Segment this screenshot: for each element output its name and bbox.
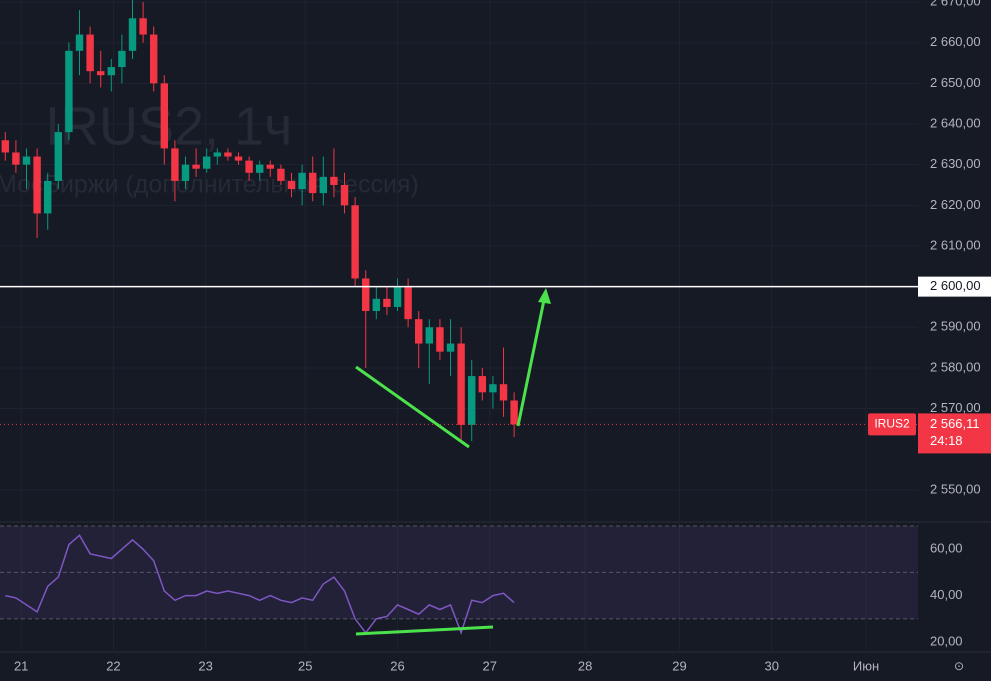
price-level-box: [918, 276, 991, 297]
watermark: IRUS2, 1ч: [45, 96, 292, 156]
trend-line: [355, 365, 470, 449]
candle-body: [415, 319, 423, 344]
candle-body: [309, 172, 317, 194]
x-tick-label: Июн: [853, 658, 879, 673]
y-tick-label: 2 590,00: [930, 319, 981, 334]
candle-body: [457, 343, 465, 425]
candle-body: [277, 168, 285, 181]
x-tick-label: 30: [764, 658, 778, 673]
rsi-trend-line: [355, 625, 494, 636]
watermark-subtitle: МосБиржи (дополнительная сессия): [0, 171, 419, 199]
y-tick-label: 20,00: [930, 633, 963, 648]
candle-body: [139, 18, 147, 35]
candle-body: [298, 172, 306, 190]
candle-body: [86, 34, 94, 72]
candle-body: [266, 164, 275, 169]
candle-body: [181, 164, 190, 181]
candle-body: [234, 156, 243, 161]
candle-body: [446, 343, 455, 352]
candle-body: [96, 71, 105, 76]
x-tick-label: 25: [298, 658, 312, 673]
symbol-box: [868, 413, 916, 436]
candle-body: [213, 152, 222, 157]
countdown: 24:18: [930, 433, 963, 448]
candle-body: [224, 152, 232, 157]
candle-body: [319, 176, 328, 194]
candle-body: [436, 327, 444, 352]
settings-icon[interactable]: ⊙: [954, 659, 964, 673]
candle-body: [478, 376, 487, 393]
drawings: [355, 288, 551, 636]
candle-body: [128, 18, 137, 51]
candle-body: [1, 140, 10, 153]
x-tick-label: 22: [106, 658, 120, 673]
candle-body: [54, 132, 63, 181]
candle-body: [149, 34, 158, 84]
candle-body: [372, 298, 381, 312]
candle-body: [43, 180, 52, 214]
arrow-head: [538, 288, 551, 304]
y-tick-label: 2 550,00: [930, 481, 981, 496]
rsi-line: [5, 534, 515, 636]
candle-body: [393, 286, 402, 307]
y-tick-label: 2 610,00: [930, 237, 981, 252]
x-tick-label: 23: [198, 658, 212, 673]
candle-body: [160, 83, 169, 149]
candle-body: [202, 156, 211, 169]
x-tick-label: 21: [14, 658, 28, 673]
x-tick-label: 27: [483, 658, 497, 673]
candle-body: [425, 327, 434, 344]
y-tick-label: 2 660,00: [930, 34, 981, 49]
candle-body: [75, 34, 84, 51]
candle-body: [287, 180, 296, 190]
candle-body: [489, 384, 497, 393]
symbol-label: IRUS2: [874, 417, 910, 431]
y-tick-label: 2 630,00: [930, 156, 981, 171]
candle-body: [192, 164, 200, 169]
price-level-label: 2 600,00: [930, 278, 981, 293]
last-price-box: [918, 413, 991, 454]
candle-body: [510, 400, 518, 425]
y-tick-label: 2 670,00: [930, 0, 981, 8]
candle-body: [383, 298, 391, 307]
x-tick-label: 26: [390, 658, 404, 673]
x-tick-label: 29: [672, 658, 686, 673]
arrow-shaft: [516, 299, 546, 427]
candle-body: [499, 384, 508, 401]
last-price-label: 2 566,11: [930, 416, 980, 431]
candle-body: [65, 50, 73, 133]
candle-body: [107, 67, 116, 76]
candle-body: [171, 148, 179, 181]
candle-body: [22, 156, 31, 165]
candle-body: [351, 205, 359, 279]
y-tick-label: 2 620,00: [930, 197, 981, 212]
y-tick-label: 2 650,00: [930, 75, 981, 90]
x-tick-label: 28: [578, 658, 592, 673]
y-tick-label: 40,00: [930, 587, 963, 602]
candle-body: [468, 376, 476, 425]
price-axis-bg: [918, 0, 991, 681]
candle-body: [404, 286, 412, 320]
candle-body: [256, 164, 264, 173]
candle-body: [245, 160, 253, 173]
y-tick-label: 60,00: [930, 541, 963, 556]
candle-body: [362, 278, 370, 312]
y-tick-label: 2 640,00: [930, 115, 981, 130]
candle-body: [33, 156, 41, 214]
y-tick-label: 2 570,00: [930, 400, 981, 415]
candle-body: [118, 50, 126, 68]
y-tick-label: 2 580,00: [930, 359, 981, 374]
candle-body: [340, 184, 349, 206]
candle-body: [12, 152, 20, 165]
candle-body: [330, 176, 338, 185]
